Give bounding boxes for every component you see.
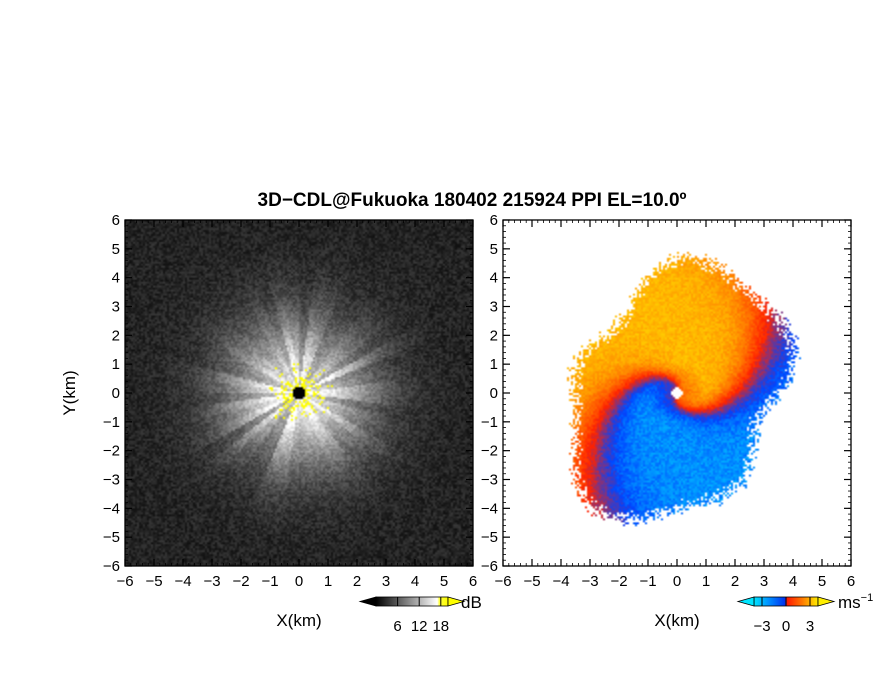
y-tick-label: −1 bbox=[481, 414, 498, 431]
y-tick-label: 5 bbox=[112, 241, 120, 258]
x-tick-label: −4 bbox=[174, 573, 191, 590]
left-xlabel: X(km) bbox=[276, 611, 321, 630]
right-axes: −6−6 −5 −5 −4 −4 −3 −3 −2 −2 −1 −1 0 0 1 1 2 2 3 3 4 4 5 5 6 6 bbox=[481, 212, 855, 590]
right-colorbar-ticks: −3 0 3 bbox=[753, 597, 814, 635]
x-tick-label: 1 bbox=[702, 573, 710, 590]
figure-title: 3D−CDL@Fukuoka 180402 215924 PPI EL=10.0… bbox=[258, 190, 687, 211]
y-tick-label: 2 bbox=[490, 327, 498, 344]
y-tick-label: 6 bbox=[112, 212, 120, 229]
left-colorbar-unit: dB bbox=[461, 593, 482, 612]
y-tick-label: 0 bbox=[490, 385, 498, 402]
y-tick-label: 3 bbox=[490, 299, 498, 316]
x-tick-label: −4 bbox=[552, 573, 569, 590]
x-tick-label: −5 bbox=[523, 573, 540, 590]
left-colorbar-under-arrow bbox=[358, 596, 377, 607]
x-tick-label: −1 bbox=[261, 573, 278, 590]
x-tick-label: −6 bbox=[116, 573, 133, 590]
y-tick-label: −3 bbox=[103, 472, 120, 489]
x-tick-label: −2 bbox=[610, 573, 627, 590]
left-axes: −6−6 −5 −5 −4 −4 −3 −3 −2 −2 −1 −1 0 0 1 1 2 2 3 3 4 4 5 5 6 6 bbox=[103, 212, 477, 590]
y-tick-label: 6 bbox=[490, 212, 498, 229]
right-colorbar-unit-exponent: −1 bbox=[861, 592, 874, 604]
y-tick-label: 1 bbox=[490, 356, 498, 373]
colorbar-tick-label: 0 bbox=[782, 618, 790, 635]
right-colorbar-under-arrow bbox=[736, 596, 755, 607]
y-tick-label: 3 bbox=[112, 299, 120, 316]
y-tick-label: −6 bbox=[481, 558, 498, 575]
y-tick-label: −2 bbox=[103, 443, 120, 460]
y-tick-label: −1 bbox=[103, 414, 120, 431]
x-tick-label: 6 bbox=[469, 573, 477, 590]
x-tick-label: −5 bbox=[145, 573, 162, 590]
x-tick-label: 5 bbox=[818, 573, 826, 590]
x-tick-label: 4 bbox=[789, 573, 797, 590]
left-heatmap bbox=[125, 220, 473, 566]
right-colorbar-unit-base: ms bbox=[838, 593, 861, 612]
y-tick-label: −4 bbox=[481, 500, 498, 517]
x-tick-label: −3 bbox=[581, 573, 598, 590]
colorbar-tick-label: 6 bbox=[393, 618, 401, 635]
colorbar-tick-label: 18 bbox=[432, 618, 449, 635]
y-tick-label: 2 bbox=[112, 327, 120, 344]
y-tick-label: 5 bbox=[490, 241, 498, 258]
right-heatmap bbox=[503, 220, 851, 566]
x-tick-label: −1 bbox=[639, 573, 656, 590]
x-tick-label: 4 bbox=[411, 573, 419, 590]
x-tick-label: 2 bbox=[731, 573, 739, 590]
x-tick-label: 1 bbox=[324, 573, 332, 590]
y-tick-label: −3 bbox=[481, 472, 498, 489]
left-ylabel: Y(km) bbox=[60, 370, 79, 415]
y-tick-label: −6 bbox=[103, 558, 120, 575]
y-tick-label: −5 bbox=[103, 529, 120, 546]
left-colorbar-ticks: 6 12 18 bbox=[393, 597, 449, 635]
y-tick-label: 4 bbox=[490, 270, 498, 287]
x-tick-label: 6 bbox=[847, 573, 855, 590]
x-tick-label: 3 bbox=[382, 573, 390, 590]
y-tick-label: 0 bbox=[112, 385, 120, 402]
x-tick-label: 0 bbox=[673, 573, 681, 590]
x-tick-label: −2 bbox=[232, 573, 249, 590]
left-colorbar-over-arrow bbox=[447, 596, 466, 607]
y-tick-label: −4 bbox=[103, 500, 120, 517]
x-tick-label: 2 bbox=[353, 573, 361, 590]
x-tick-label: −3 bbox=[203, 573, 220, 590]
left-colorbar: 6 12 18 dB bbox=[358, 593, 482, 635]
x-tick-label: 3 bbox=[760, 573, 768, 590]
right-colorbar-over-arrow bbox=[817, 596, 836, 607]
x-tick-label: 5 bbox=[440, 573, 448, 590]
y-tick-label: 4 bbox=[112, 270, 120, 287]
y-tick-label: 1 bbox=[112, 356, 120, 373]
right-colorbar-unit: ms−1 bbox=[838, 592, 873, 612]
x-tick-label: 0 bbox=[295, 573, 303, 590]
right-panel: −6−6 −5 −5 −4 −4 −3 −3 −2 −2 −1 −1 0 0 1 1 2 2 3 3 4 4 5 5 6 6 X… bbox=[481, 212, 873, 635]
colorbar-tick-label: 12 bbox=[411, 618, 428, 635]
right-xlabel: X(km) bbox=[654, 611, 699, 630]
left-colorbar-gradient bbox=[375, 596, 449, 607]
right-colorbar: −3 0 3 ms−1 bbox=[736, 592, 873, 635]
y-tick-label: −5 bbox=[481, 529, 498, 546]
colorbar-tick-label: −3 bbox=[753, 618, 770, 635]
x-tick-label: −6 bbox=[494, 573, 511, 590]
colorbar-tick-label: 3 bbox=[806, 618, 814, 635]
y-tick-label: −2 bbox=[481, 443, 498, 460]
